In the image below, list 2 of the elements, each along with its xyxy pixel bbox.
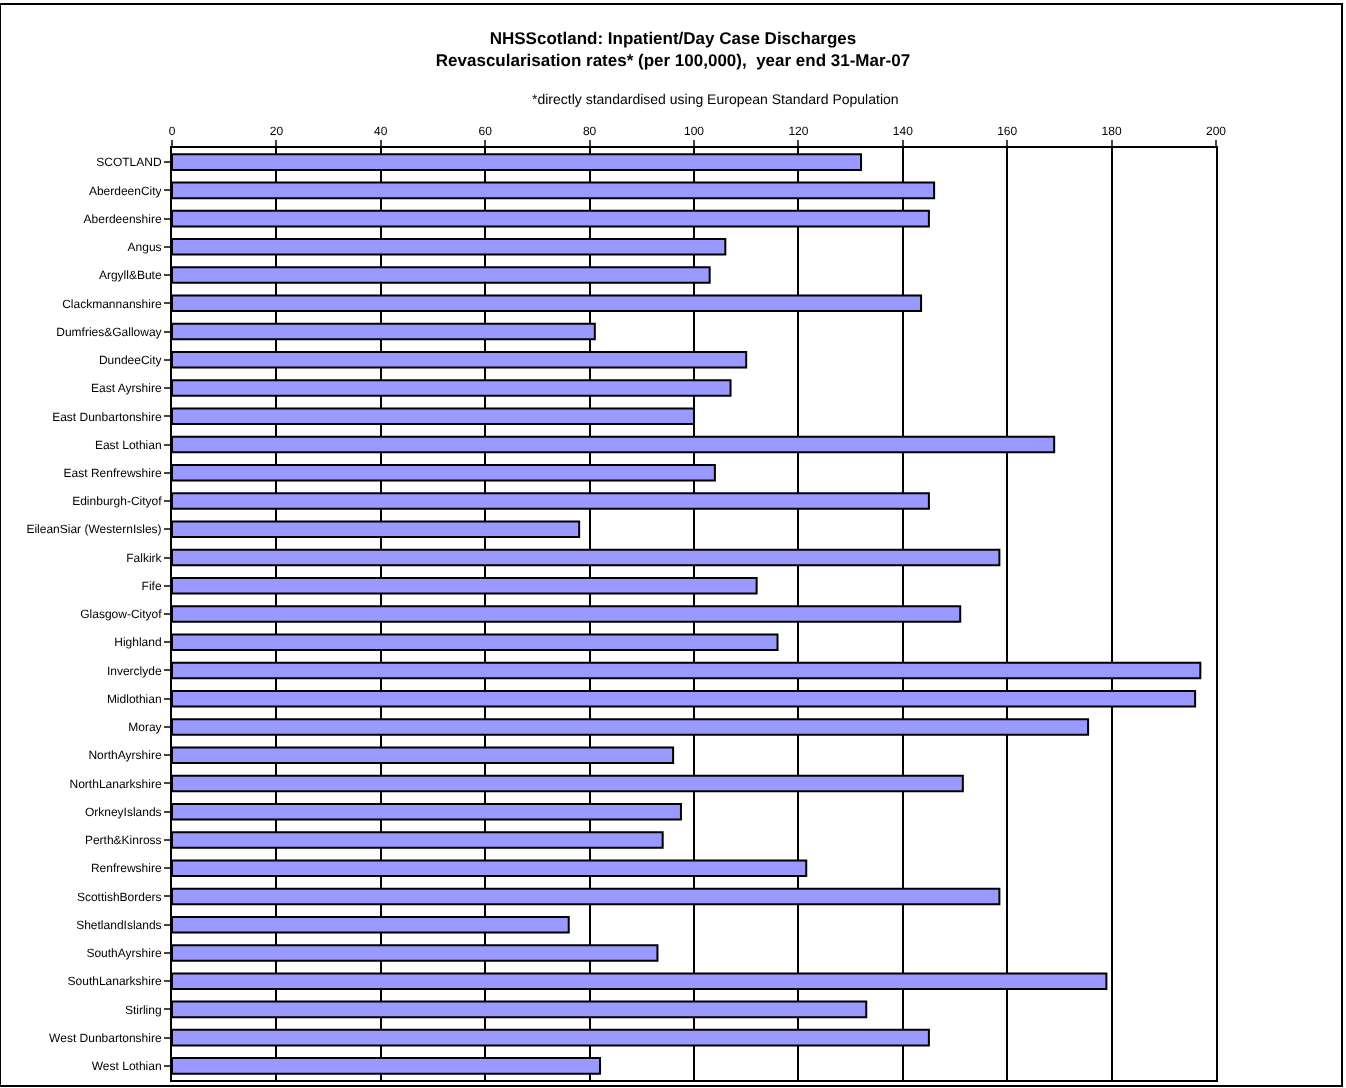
chart-subtitle: Revascularisation rates* (per 100,000), year end 31-Mar-07 [435, 49, 911, 70]
chart-title: NHSScotland: Inpatient/Day Case Discharges [489, 27, 857, 48]
